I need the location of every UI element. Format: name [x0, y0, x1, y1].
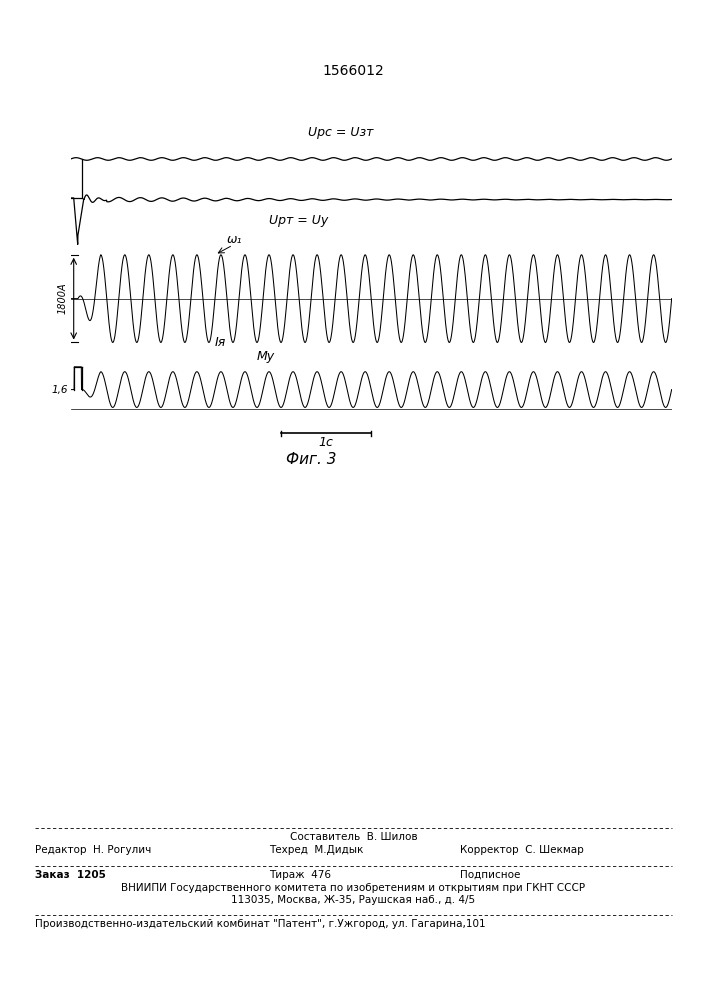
Text: Техред  М.Дидык: Техред М.Дидык	[269, 845, 363, 855]
Text: ω₁: ω₁	[227, 233, 243, 246]
Text: Фиг. 3: Фиг. 3	[286, 452, 337, 467]
Text: Подписное: Подписное	[460, 870, 520, 880]
Text: Uрс = Uзт: Uрс = Uзт	[308, 126, 374, 139]
Text: 113035, Москва, Ж-35, Раушская наб., д. 4/5: 113035, Москва, Ж-35, Раушская наб., д. …	[231, 895, 476, 905]
Text: Uрт = Uу: Uрт = Uу	[269, 214, 329, 227]
Text: Тираж  476: Тираж 476	[269, 870, 331, 880]
Text: Производственно-издательский комбинат "Патент", г.Ужгород, ул. Гагарина,101: Производственно-издательский комбинат "П…	[35, 919, 486, 929]
Text: Редактор  Н. Рогулич: Редактор Н. Рогулич	[35, 845, 151, 855]
Text: Mу: Mу	[257, 350, 275, 363]
Text: Iя: Iя	[215, 336, 226, 349]
Text: Заказ  1205: Заказ 1205	[35, 870, 106, 880]
Text: ВНИИПИ Государственного комитета по изобретениям и открытиям при ГКНТ СССР: ВНИИПИ Государственного комитета по изоб…	[122, 883, 585, 893]
Text: 1566012: 1566012	[322, 64, 385, 78]
Text: 1800А: 1800А	[58, 283, 68, 314]
Text: 1c: 1c	[319, 436, 334, 449]
Text: Составитель  В. Шилов: Составитель В. Шилов	[290, 832, 417, 842]
Text: Корректор  С. Шекмар: Корректор С. Шекмар	[460, 845, 583, 855]
Text: 1,6: 1,6	[51, 385, 68, 395]
